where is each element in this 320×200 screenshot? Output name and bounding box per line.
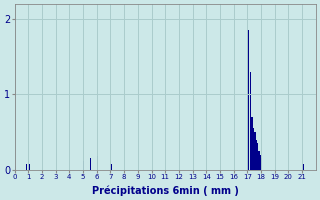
Bar — [258, 151, 260, 170]
Bar — [28, 164, 30, 170]
Bar — [90, 158, 91, 170]
Bar — [250, 72, 252, 170]
Bar — [260, 155, 261, 170]
Bar — [110, 164, 112, 170]
Bar — [257, 143, 258, 170]
Bar — [26, 164, 27, 170]
Bar — [302, 164, 303, 170]
X-axis label: Précipitations 6min ( mm ): Précipitations 6min ( mm ) — [92, 185, 239, 196]
Bar — [253, 128, 254, 170]
Bar — [254, 132, 256, 170]
Bar — [256, 140, 257, 170]
Bar — [15, 166, 16, 170]
Bar — [83, 161, 84, 170]
Bar — [247, 30, 249, 170]
Bar — [261, 158, 262, 170]
Bar — [252, 117, 253, 170]
Bar — [97, 156, 98, 170]
